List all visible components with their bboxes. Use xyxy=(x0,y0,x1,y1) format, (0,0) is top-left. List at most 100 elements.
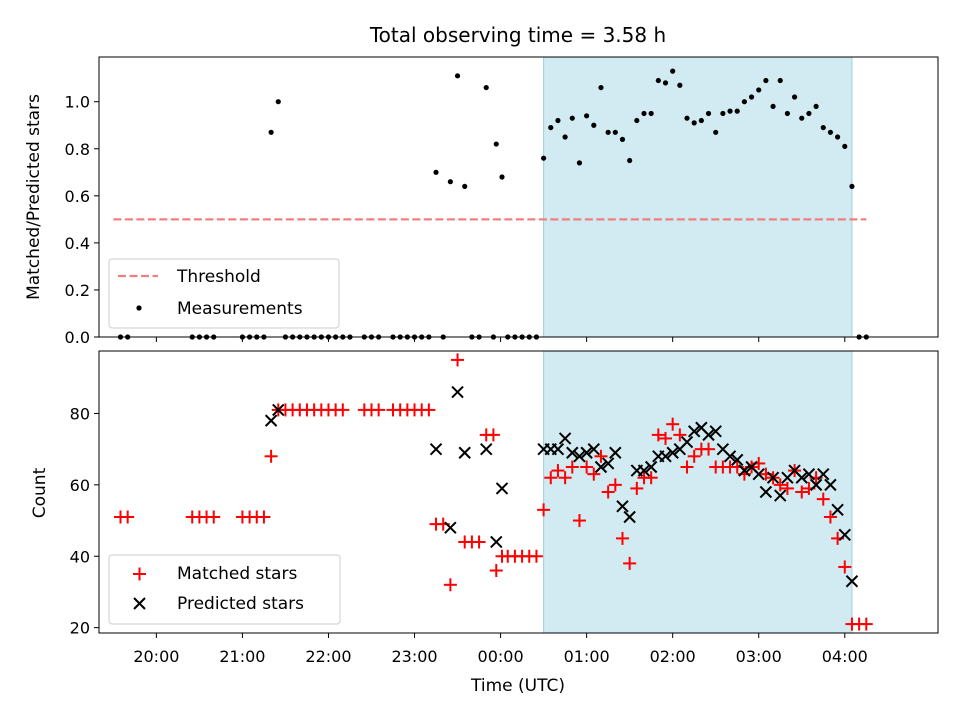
matched-stars-point xyxy=(257,510,271,524)
x-marker-b xyxy=(709,425,722,438)
x-tick-label: 04:00 xyxy=(822,647,868,666)
predicted-stars-point xyxy=(429,442,443,456)
matched-stars-point xyxy=(580,460,594,474)
predicted-stars-point xyxy=(759,485,773,499)
measurement-point xyxy=(677,82,683,88)
predicted-stars-point xyxy=(609,446,622,459)
x-marker-b xyxy=(802,467,816,481)
x-marker-b xyxy=(580,446,593,459)
measurement-point xyxy=(827,129,834,135)
x-marker-b xyxy=(795,471,808,484)
measurement-point xyxy=(569,115,575,121)
matched-stars-point xyxy=(572,514,586,528)
ratio-marks xyxy=(113,68,869,340)
predicted-stars-point xyxy=(831,503,844,517)
x-marker-b xyxy=(495,482,509,495)
matched-stars-point xyxy=(594,449,608,463)
measurement-point xyxy=(662,80,669,86)
matched-stars-point xyxy=(651,428,665,442)
matched-stars-point xyxy=(336,403,350,417)
ratio-y-ticks: 0.0 0.2 0.4 0.6 0.8 1.0 xyxy=(65,93,99,347)
measurement-point xyxy=(820,124,826,131)
predicted-stars-point xyxy=(752,467,765,481)
measurement-point xyxy=(433,169,439,175)
measurement-point xyxy=(784,110,791,117)
predicted-stars-point xyxy=(264,414,278,427)
x-marker-b xyxy=(594,460,608,474)
y-tick-label: 20 xyxy=(70,619,90,638)
x-marker-b xyxy=(680,435,694,449)
measurement-point xyxy=(734,108,740,114)
x-marker-b xyxy=(558,432,572,445)
predicted-stars-point xyxy=(580,446,593,459)
count-legend-box xyxy=(108,554,341,625)
predicted-stars-point xyxy=(637,464,651,477)
x-marker-b xyxy=(752,467,765,481)
x-marker-b xyxy=(480,442,493,456)
y-tick-label: 1.0 xyxy=(65,93,90,112)
measurement-point xyxy=(268,129,274,135)
measurement-point xyxy=(548,124,554,131)
x-marker-b xyxy=(738,464,751,477)
x-axis-label: Time (UTC) xyxy=(470,676,565,696)
count-legend: Matched stars Predicted stars xyxy=(108,554,341,625)
legend-matched-swatch xyxy=(133,567,146,581)
count-plot-frame xyxy=(98,350,939,634)
matched-stars-point xyxy=(472,535,486,549)
x-marker-b xyxy=(666,446,679,459)
matched-stars-point xyxy=(666,417,680,431)
measurement-point xyxy=(806,110,812,117)
predicted-stars-point xyxy=(594,460,608,474)
measurement-point xyxy=(275,99,281,105)
matched-stars-point xyxy=(537,503,551,517)
x-marker-b xyxy=(587,442,601,456)
x-marker-b xyxy=(766,471,780,484)
x-marker-b xyxy=(731,453,744,467)
measurement-point xyxy=(813,103,819,110)
predicted-stars-point xyxy=(845,575,859,588)
measurement-point xyxy=(627,157,633,164)
matched-stars-point xyxy=(443,578,457,592)
x-marker-b xyxy=(774,489,787,502)
measurement-point xyxy=(741,99,747,105)
predicted-stars-point xyxy=(601,457,615,470)
predicted-stars-point xyxy=(666,446,679,459)
measurement-point xyxy=(691,120,697,126)
matched-stars-point xyxy=(264,449,278,463)
measurement-point xyxy=(454,73,461,79)
x-tick-label: 21:00 xyxy=(219,647,265,666)
predicted-stars-point xyxy=(702,428,715,442)
x-marker-b xyxy=(817,467,830,481)
measurement-point xyxy=(748,94,755,100)
predicted-stars-point xyxy=(802,467,816,481)
predicted-stars-point xyxy=(709,425,722,438)
ratio-legend-box xyxy=(108,258,340,329)
y-tick-label: 40 xyxy=(70,547,90,566)
measurement-point xyxy=(727,108,733,114)
matched-stars-point xyxy=(838,560,852,574)
y-tick-label: 0.6 xyxy=(65,187,90,206)
predicted-stars-point xyxy=(838,528,851,542)
matched-stars-point xyxy=(623,556,637,570)
matched-stars-point xyxy=(644,471,658,485)
x-marker-b xyxy=(845,575,859,588)
predicted-stars-point xyxy=(824,478,837,492)
predicted-stars-point xyxy=(644,460,658,474)
measurement-point xyxy=(493,141,499,147)
predicted-stars-point xyxy=(551,442,565,456)
predicted-stars-point xyxy=(616,500,629,513)
measurement-point xyxy=(648,110,654,117)
predicted-stars-point xyxy=(623,510,636,524)
predicted-stars-point xyxy=(495,482,509,495)
count-y-ticks: 20 40 60 80 xyxy=(70,404,99,638)
x-marker-b xyxy=(659,450,672,463)
matched-stars-point xyxy=(551,464,565,478)
x-marker-b xyxy=(609,446,622,459)
measurement-point xyxy=(713,129,719,135)
count-panel: 20 40 60 80 20:00 21:00 22:00 23:00 00:00 01:00 0… xyxy=(30,350,939,696)
measurement-point xyxy=(684,115,690,121)
x-tick-label: 02:00 xyxy=(650,647,696,666)
measurement-point xyxy=(791,94,798,100)
count-marks xyxy=(114,353,873,631)
